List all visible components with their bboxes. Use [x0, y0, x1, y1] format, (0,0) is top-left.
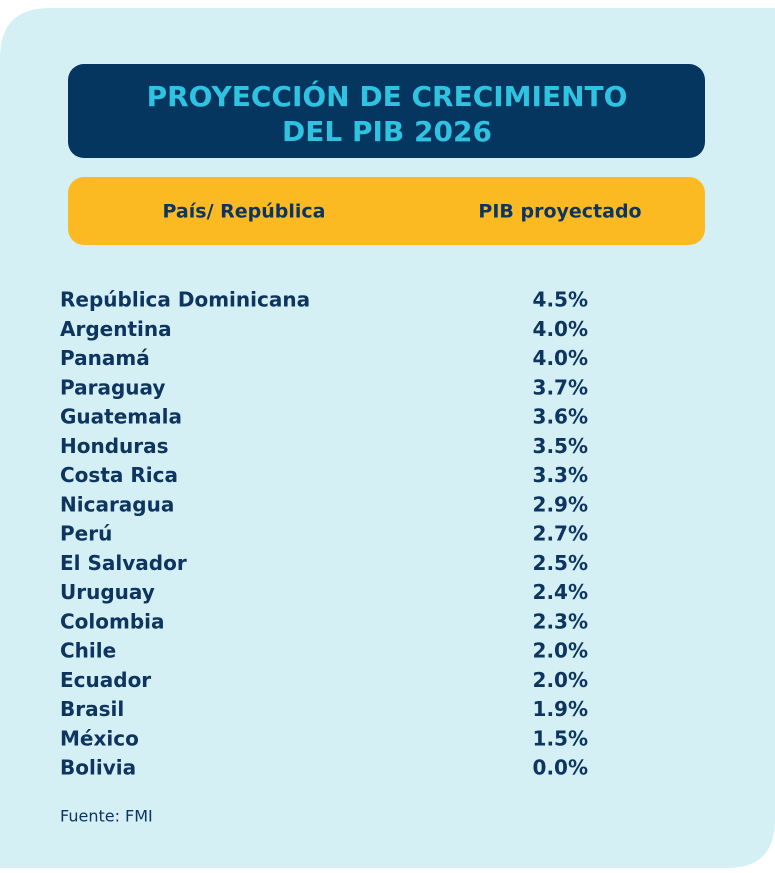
gdp-value: 2.0%	[533, 639, 588, 663]
gdp-value: 1.5%	[533, 726, 588, 750]
gdp-value: 2.5%	[533, 551, 588, 575]
country: República Dominicana	[60, 288, 310, 312]
country: Brasil	[60, 697, 124, 721]
country: El Salvador	[60, 551, 187, 575]
country: Argentina	[60, 317, 172, 341]
title-line: PROYECCIÓN DE CRECIMIENTO	[147, 79, 628, 113]
country: Bolivia	[60, 756, 136, 780]
country: Uruguay	[60, 580, 155, 604]
gdp-value: 2.4%	[533, 580, 588, 604]
header-cell: PIB proyectado	[478, 201, 641, 223]
gdp-value: 4.0%	[533, 346, 588, 370]
country: Ecuador	[60, 668, 151, 692]
title-box	[68, 64, 705, 158]
gdp-value: 2.7%	[533, 522, 588, 546]
gdp-value: 2.9%	[533, 492, 588, 516]
country: Guatemala	[60, 405, 182, 429]
gdp-value: 3.3%	[533, 463, 588, 487]
header-cell: País/ República	[163, 201, 326, 223]
gdp-value: 2.0%	[533, 668, 588, 692]
gdp-value: 4.0%	[533, 317, 588, 341]
gdp-value: 1.9%	[533, 697, 588, 721]
country: Perú	[60, 522, 112, 546]
country: Costa Rica	[60, 463, 178, 487]
source: Fuente: FMI	[60, 807, 153, 826]
country: Paraguay	[60, 375, 165, 399]
rows: República Dominicana 4.5% Argentina 4.0% Pan…	[60, 288, 588, 780]
header-box	[68, 177, 705, 245]
gdp-value: 3.6%	[533, 405, 588, 429]
gdp-value: 3.5%	[533, 434, 588, 458]
gdp-value: 4.5%	[533, 288, 588, 312]
country: Honduras	[60, 434, 169, 458]
country: México	[60, 726, 139, 750]
country: Panamá	[60, 346, 150, 370]
country: Nicaragua	[60, 492, 174, 516]
gdp-value: 2.3%	[533, 609, 588, 633]
country: Colombia	[60, 609, 165, 633]
gdp-value: 3.7%	[533, 375, 588, 399]
country: Chile	[60, 639, 116, 663]
title-line: DEL PIB 2026	[282, 115, 492, 148]
gdp-value: 0.0%	[533, 756, 588, 780]
